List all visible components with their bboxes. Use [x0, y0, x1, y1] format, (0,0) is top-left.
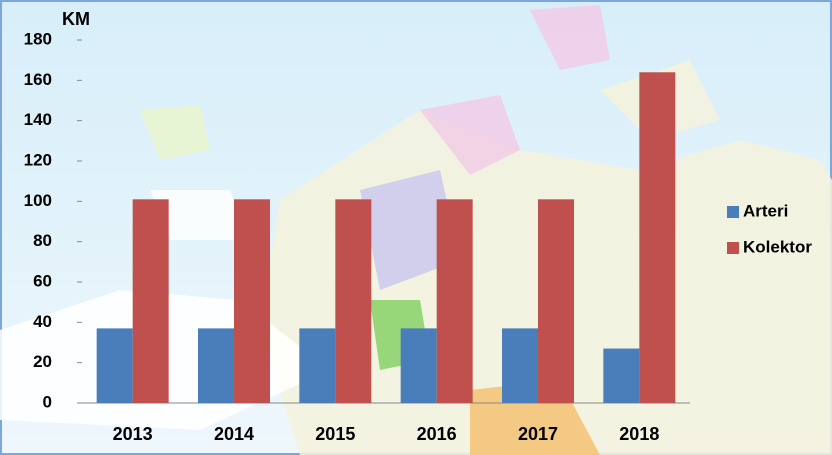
- bar: [400, 328, 437, 403]
- bar: [502, 328, 538, 403]
- x-tick-label: 2015: [315, 424, 355, 444]
- y-tick-label: 160: [24, 70, 52, 89]
- x-tick-label: 2014: [214, 424, 254, 444]
- bar: [96, 328, 133, 403]
- bar: [335, 199, 372, 403]
- bar: [538, 199, 574, 403]
- x-tick-label: 2013: [113, 424, 153, 444]
- bar: [639, 72, 676, 404]
- x-tick-label: 2018: [619, 424, 659, 444]
- x-tick-label: 2017: [518, 424, 558, 444]
- y-tick-label: 60: [33, 271, 52, 290]
- y-tick-label: 40: [33, 312, 52, 331]
- bar: [299, 328, 336, 403]
- y-axis-label: KM: [62, 9, 90, 29]
- y-tick-label: 0: [43, 392, 52, 411]
- y-tick-label: 140: [24, 110, 52, 129]
- bar: [132, 199, 169, 403]
- bar: [603, 348, 640, 403]
- y-tick-label: 120: [24, 150, 52, 169]
- y-tick-label: 20: [33, 352, 52, 371]
- legend-swatch: [727, 242, 739, 254]
- bar: [436, 199, 473, 403]
- y-tick-label: 80: [33, 231, 52, 250]
- bar: [198, 328, 234, 403]
- legend-swatch: [727, 206, 739, 218]
- y-tick-label: 100: [24, 191, 52, 210]
- bar: [234, 199, 270, 403]
- x-tick-label: 2016: [417, 424, 457, 444]
- legend-label: Arteri: [743, 201, 788, 220]
- y-tick-label: 180: [24, 29, 52, 48]
- legend-label: Kolektor: [743, 237, 812, 256]
